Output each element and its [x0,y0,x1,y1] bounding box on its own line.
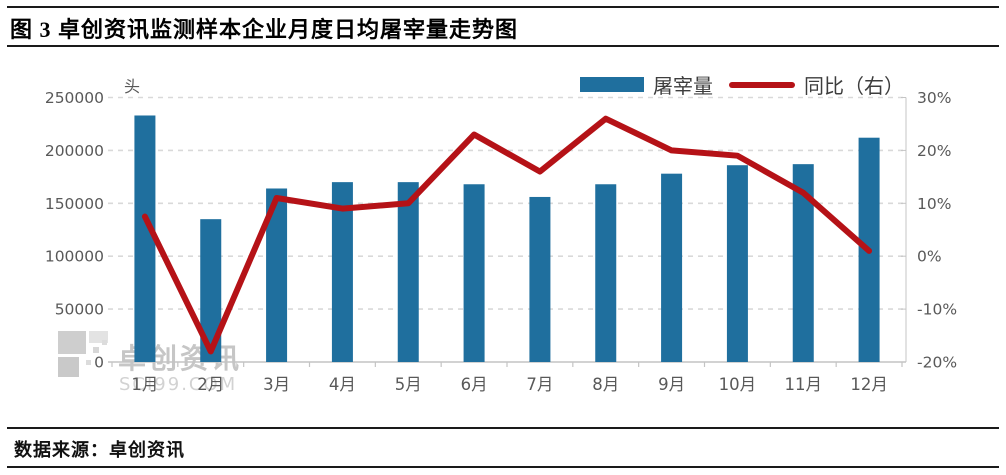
bar-3月 [266,188,288,362]
top-divider [7,6,999,8]
legend-item-yoy: 同比（右） [729,70,904,99]
x-axis-label: 9月 [658,375,685,394]
watermark-logo [58,357,79,377]
x-axis-label: 11月 [785,375,823,394]
bottom-divider [7,466,999,468]
left-axis-unit-label: 头 [124,77,140,96]
x-axis-label: 12月 [850,375,888,394]
bar-2月 [200,219,222,362]
bar-1月 [134,115,156,363]
right-axis-tick-label: 20% [917,142,951,160]
left-axis-tick-label: 100000 [45,248,104,266]
left-axis-tick-label: 50000 [55,301,104,319]
watermark-site: SCI99.COM [119,374,237,395]
left-axis-tick-label: 0 [94,354,104,372]
x-axis-label: 10月 [719,375,757,394]
bar-10月 [726,165,748,362]
bar-series-swatch-icon [580,77,644,92]
bar-9月 [661,173,683,362]
x-axis-label: 8月 [592,375,619,394]
chart-legend: 屠宰量 同比（右） [580,70,904,99]
line-series-swatch-icon [729,81,795,88]
bar-11月 [792,164,814,362]
chart-area: 卓创资讯 SCI99.COM 250000 200000 150000 100000 500… [0,50,1006,420]
watermark-logo [86,360,91,365]
left-axis-tick-label: 200000 [45,142,104,160]
right-axis-tick-label: 10% [917,195,951,213]
right-axis-tick-label: 0% [917,248,942,266]
watermark-logo [93,347,99,353]
x-axis-label: 7月 [526,375,553,394]
data-source-note: 数据来源：卓创资讯 [14,440,185,460]
x-axis-label: 2月 [197,375,224,394]
figure-title: 图 3 卓创资讯监测样本企业月度日均屠宰量走势图 [10,17,519,42]
combo-chart: 卓创资讯SCI99.COM250000200000150000100000500… [45,77,957,395]
legend-label-yoy: 同比（右） [804,76,904,98]
watermark-logo [58,331,86,354]
right-axis-tick-label: -10% [917,301,957,319]
left-axis-tick-label: 250000 [45,89,104,107]
yoy-line [141,115,873,355]
bar-4月 [331,182,353,362]
legend-item-slaughter: 屠宰量 [580,70,713,99]
right-axis-tick-label: 30% [917,89,951,107]
x-axis-label: 3月 [263,375,290,394]
title-divider [7,45,999,47]
bar-7月 [529,196,551,362]
x-axis-label: 6月 [461,375,488,394]
bar-6月 [463,184,485,362]
watermark-logo [102,340,107,345]
x-axis-label: 5月 [395,375,422,394]
x-axis-label: 1月 [131,375,158,394]
right-axis-tick-label: -20% [917,354,957,372]
bar-5月 [397,182,419,362]
x-axis-label: 4月 [329,375,356,394]
footer-top-divider [7,427,999,429]
legend-label-slaughter: 屠宰量 [653,76,713,98]
bar-8月 [595,184,617,362]
left-axis-tick-label: 150000 [45,195,104,213]
